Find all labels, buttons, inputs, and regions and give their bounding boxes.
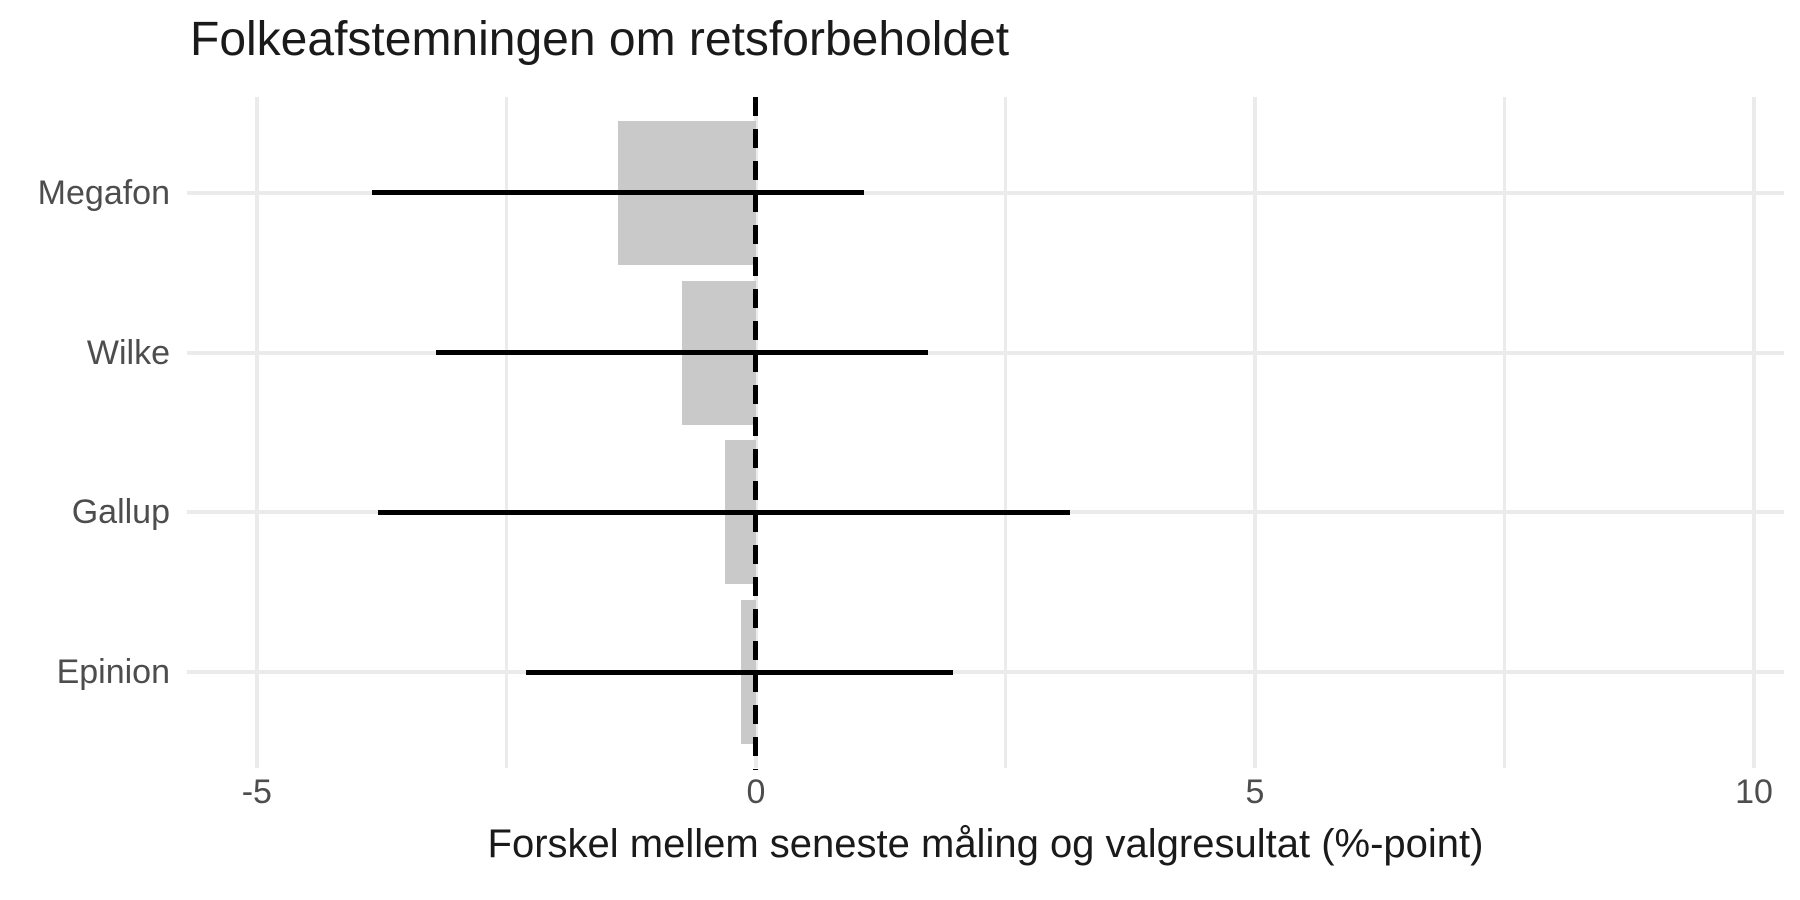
- error-bar-wilke: [435, 350, 928, 356]
- error-bar-megafon: [371, 190, 864, 196]
- major-gridline: [1252, 97, 1257, 768]
- chart-title: Folkeafstemningen om retsforbeholdet: [190, 13, 1010, 66]
- major-gridline: [1752, 97, 1757, 768]
- y-axis-label-gallup: Gallup: [71, 493, 170, 532]
- y-axis-label-megafon: Megafon: [37, 173, 170, 212]
- error-bar-epinion: [526, 669, 953, 675]
- x-tick-label: 0: [746, 773, 766, 811]
- minor-gridline: [1503, 97, 1507, 768]
- x-tick-label: -5: [241, 773, 272, 811]
- y-axis-label-epinion: Epinion: [56, 653, 170, 692]
- category-gridline: [187, 190, 1784, 195]
- category-gridline: [187, 350, 1784, 355]
- zero-reference-line: [753, 97, 759, 770]
- minor-gridline: [504, 97, 508, 768]
- x-tick-label: 10: [1735, 773, 1773, 811]
- y-axis-label-wilke: Wilke: [86, 333, 170, 372]
- x-axis-title: Forskel mellem seneste måling og valgres…: [487, 822, 1484, 866]
- major-gridline: [254, 97, 259, 768]
- category-gridline: [187, 670, 1784, 675]
- error-bar-gallup: [377, 509, 1071, 515]
- x-tick-label: 5: [1245, 773, 1265, 811]
- minor-gridline: [1003, 97, 1007, 768]
